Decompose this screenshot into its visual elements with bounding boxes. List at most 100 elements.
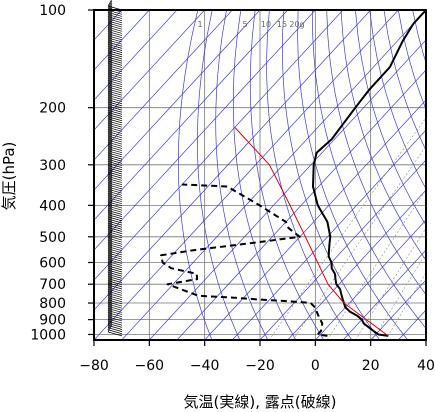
wind-barb (107, 286, 123, 292)
isotherm-line (94, 10, 178, 101)
dewpoint-line (160, 183, 328, 337)
wind-barb (107, 141, 123, 147)
reference-line (234, 127, 389, 337)
wind-barb (107, 203, 123, 209)
y-tick-label: 200 (39, 101, 66, 117)
wind-barb (107, 48, 123, 53)
wind-barb (107, 93, 123, 98)
wind-barb (107, 214, 123, 220)
wind-barb (107, 284, 123, 290)
wind-barb (107, 231, 123, 237)
wind-barb (107, 180, 123, 185)
wind-barb (107, 112, 123, 117)
mixing-ratio-label: 15 (277, 20, 287, 29)
y-tick-label: 900 (39, 313, 66, 329)
wind-barb (107, 278, 123, 283)
mixing-ratio-line (385, 272, 426, 340)
wind-barb (107, 29, 123, 34)
dry-adiabat-line (383, 10, 426, 152)
wind-barb (107, 86, 123, 92)
wind-barb (107, 35, 123, 41)
wind-barb (107, 129, 123, 134)
wind-barb (107, 237, 123, 243)
wind-barb (107, 261, 123, 266)
wind-barb (107, 299, 123, 305)
isotherm-line (370, 279, 426, 340)
wind-barb (107, 182, 123, 188)
wind-barb (107, 22, 123, 28)
x-tick-label: −80 (79, 358, 109, 374)
isotherm-line (94, 10, 288, 221)
dry-adiabat-line (177, 10, 213, 340)
x-tick-labels: −80 −60 −40 −20 0 20 40 (79, 340, 435, 374)
wind-barb (107, 135, 123, 141)
wind-barb (107, 190, 123, 196)
wind-barb (107, 156, 123, 162)
wind-barb (107, 178, 123, 183)
wind-barb (107, 67, 123, 73)
y-tick-label: 100 (39, 3, 66, 19)
wind-barb (107, 33, 123, 39)
wind-barb (107, 163, 123, 168)
wind-barb (107, 246, 123, 252)
dry-adiabat-line (215, 10, 269, 340)
dry-adiabat-line (266, 10, 353, 340)
wind-barb (107, 95, 123, 100)
mixing-ratio-label: 5 (242, 20, 247, 29)
wind-barb (107, 186, 123, 192)
wind-barb (107, 254, 123, 260)
wind-barb (107, 225, 123, 230)
series-lines (160, 10, 426, 337)
wind-barb (107, 282, 123, 288)
wind-barb (107, 193, 123, 198)
wind-barb (107, 56, 123, 62)
wind-barb (107, 16, 123, 22)
wind-barb (107, 331, 123, 337)
wind-barb (107, 122, 123, 128)
x-axis-label: 気温(実線), 露点(破線) (184, 393, 337, 411)
wind-barb (107, 114, 123, 119)
wind-barb (107, 312, 123, 318)
wind-barb (107, 199, 123, 205)
wind-barb (107, 305, 123, 311)
mixing-ratio-line (268, 117, 426, 340)
wind-barb (107, 173, 123, 179)
dry-adiabat-line (232, 10, 297, 340)
wind-barb (107, 188, 123, 194)
wind-barb (107, 150, 123, 156)
wind-barb (107, 280, 123, 286)
isotherm-line (121, 10, 426, 340)
wind-barb (107, 274, 123, 279)
y-axis-label: 気圧(hPa) (0, 142, 18, 211)
wind-barb (107, 169, 123, 175)
isotherm-line (94, 10, 344, 281)
wind-barb (107, 316, 123, 322)
wind-barb-flag (107, 0, 113, 9)
wind-barb (107, 131, 123, 137)
wind-barb (107, 256, 123, 262)
wind-barb (107, 61, 123, 66)
wind-barb (107, 54, 123, 60)
isotherm-line (94, 10, 261, 191)
wind-barb (107, 39, 123, 45)
isotherm-line (149, 39, 426, 340)
wind-barb (107, 139, 123, 145)
wind-barb (107, 310, 123, 315)
wind-barb (107, 152, 123, 158)
wind-barb (107, 63, 123, 68)
wind-barb (107, 308, 123, 313)
wind-barb (107, 118, 123, 124)
wind-barb (107, 44, 123, 49)
wind-barb (107, 90, 123, 96)
isotherm-line (94, 10, 205, 131)
dry-adiabat-line (340, 10, 426, 261)
wind-barb (107, 295, 123, 301)
wind-barb (107, 220, 123, 226)
wind-barb (107, 216, 123, 222)
isotherm-line (94, 10, 150, 71)
mixing-ratio-labels: 1 5 10 15 20g (197, 20, 304, 29)
dry-adiabat-line (355, 10, 426, 226)
y-tick-label: 600 (39, 255, 66, 271)
wind-barb (107, 78, 123, 83)
